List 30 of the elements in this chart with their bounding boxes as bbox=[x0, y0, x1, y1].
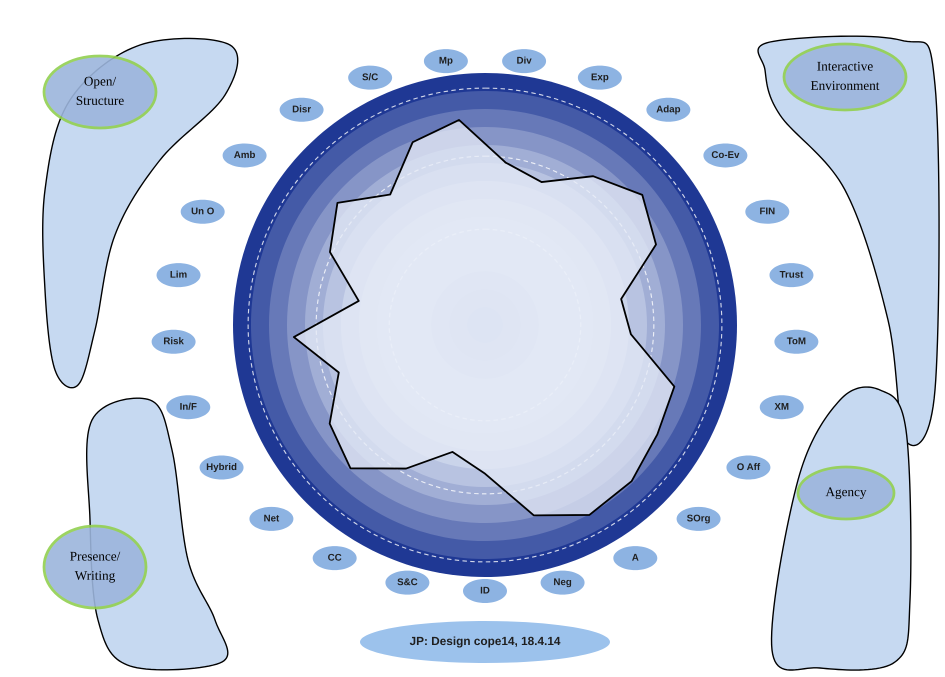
text: Agency bbox=[826, 487, 866, 499]
spoke-label: O Aff bbox=[737, 463, 760, 470]
spoke-label: Un O bbox=[192, 207, 214, 214]
text: JP: Design cope14, 18.4.14 bbox=[410, 636, 560, 648]
spoke-label: Lim bbox=[170, 270, 187, 278]
spoke-label: Co-Ev bbox=[712, 151, 740, 158]
spoke-label: SOrg bbox=[686, 514, 710, 524]
spoke-label: FIN bbox=[760, 208, 774, 214]
text: Open/ Structure bbox=[76, 76, 124, 105]
spoke-label: Mp bbox=[440, 56, 453, 66]
spoke-label: A bbox=[632, 554, 639, 561]
spoke-label: Adap bbox=[656, 105, 680, 114]
spoke-label: In/F bbox=[180, 402, 197, 410]
text: Presence/ Writing bbox=[70, 552, 120, 583]
spoke-label: Disr bbox=[292, 105, 311, 112]
spoke-label: Neg bbox=[554, 578, 572, 588]
spoke-label: CC bbox=[328, 554, 342, 561]
spoke-label: Amb bbox=[234, 150, 256, 158]
spoke-label: S&C bbox=[397, 578, 418, 586]
spoke-label: Exp bbox=[592, 74, 608, 82]
spoke-label: XM bbox=[774, 403, 788, 410]
text: Interactive Environment bbox=[810, 62, 880, 90]
spoke-label: Hybrid bbox=[206, 463, 236, 472]
spoke-label: S/C bbox=[362, 73, 378, 80]
spoke-label: Div bbox=[517, 56, 532, 64]
spoke-label: Trust bbox=[780, 270, 804, 278]
spoke-label: Net bbox=[264, 514, 280, 522]
spoke-label: ToM bbox=[786, 338, 806, 344]
spoke-label: ID bbox=[480, 586, 490, 594]
spoke-label: Risk bbox=[164, 337, 184, 344]
